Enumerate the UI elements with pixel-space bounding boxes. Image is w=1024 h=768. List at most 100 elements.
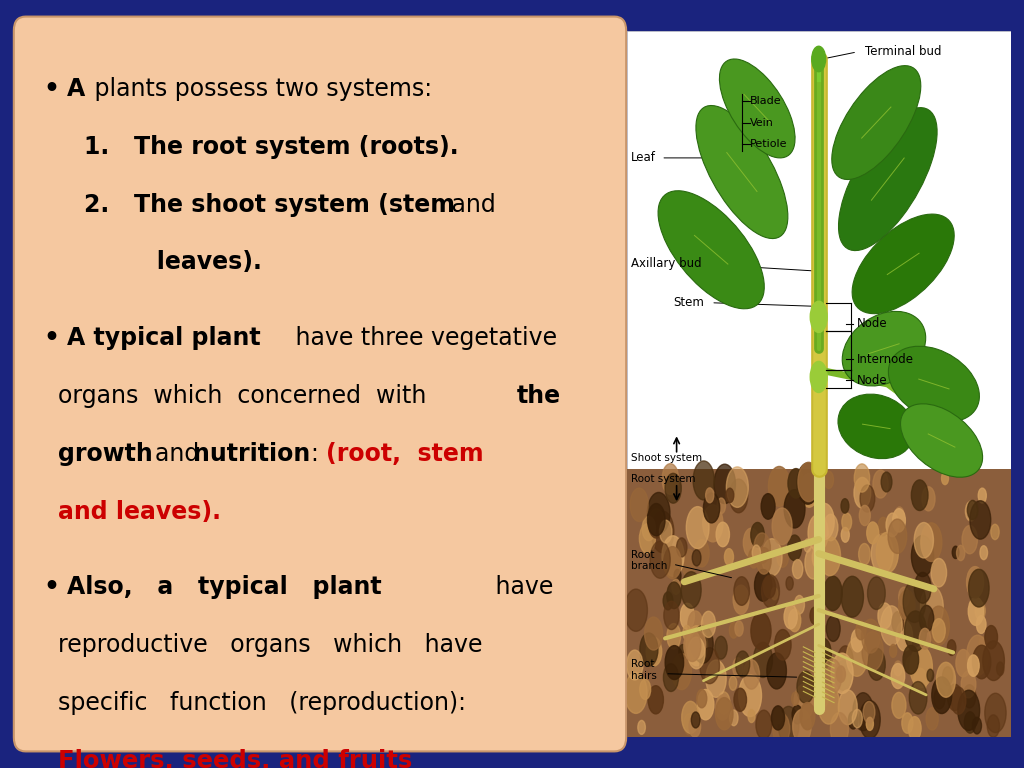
- Text: A: A: [67, 77, 85, 101]
- Circle shape: [823, 576, 842, 611]
- Text: Shoot system: Shoot system: [631, 453, 701, 463]
- Circle shape: [826, 616, 840, 641]
- Circle shape: [966, 502, 976, 521]
- Circle shape: [983, 641, 1005, 680]
- Circle shape: [815, 612, 823, 627]
- Circle shape: [797, 671, 814, 703]
- Circle shape: [933, 619, 945, 642]
- Circle shape: [968, 655, 979, 677]
- Circle shape: [863, 701, 874, 723]
- Circle shape: [768, 466, 791, 506]
- Text: •: •: [43, 326, 59, 349]
- Circle shape: [773, 713, 790, 745]
- Circle shape: [787, 535, 802, 561]
- Circle shape: [772, 508, 793, 545]
- Circle shape: [836, 660, 851, 690]
- Circle shape: [646, 637, 662, 666]
- Circle shape: [755, 569, 772, 601]
- Circle shape: [886, 513, 899, 537]
- Circle shape: [659, 520, 672, 543]
- Circle shape: [793, 710, 811, 743]
- Circle shape: [969, 569, 989, 607]
- Circle shape: [664, 664, 679, 691]
- Circle shape: [674, 569, 681, 582]
- Circle shape: [734, 688, 746, 711]
- Circle shape: [823, 515, 838, 541]
- Circle shape: [882, 472, 892, 492]
- Ellipse shape: [831, 65, 921, 180]
- Circle shape: [647, 504, 665, 536]
- Circle shape: [672, 579, 680, 594]
- Circle shape: [890, 644, 897, 657]
- Circle shape: [830, 713, 849, 746]
- Text: •: •: [43, 77, 59, 101]
- Circle shape: [928, 606, 949, 645]
- Circle shape: [784, 490, 805, 528]
- Circle shape: [860, 485, 874, 512]
- Circle shape: [749, 548, 759, 568]
- Circle shape: [823, 659, 842, 694]
- Circle shape: [879, 518, 888, 536]
- Circle shape: [693, 461, 715, 500]
- Circle shape: [733, 585, 749, 614]
- Circle shape: [681, 571, 701, 608]
- Circle shape: [706, 660, 726, 697]
- Text: Internode: Internode: [857, 353, 914, 366]
- Circle shape: [682, 701, 699, 733]
- Circle shape: [866, 717, 873, 730]
- Circle shape: [814, 684, 820, 695]
- Circle shape: [893, 508, 905, 532]
- Circle shape: [761, 494, 775, 519]
- Circle shape: [980, 546, 987, 560]
- Circle shape: [922, 487, 935, 511]
- Circle shape: [861, 619, 880, 653]
- Circle shape: [726, 488, 734, 502]
- Circle shape: [854, 478, 870, 508]
- Circle shape: [812, 546, 825, 569]
- Circle shape: [787, 468, 804, 498]
- Text: specific   function   (reproduction):: specific function (reproduction):: [58, 690, 466, 715]
- Text: Blade: Blade: [750, 96, 781, 107]
- Circle shape: [973, 717, 981, 734]
- Circle shape: [985, 625, 997, 649]
- Circle shape: [888, 519, 906, 554]
- Circle shape: [808, 515, 828, 551]
- Circle shape: [771, 588, 778, 600]
- Circle shape: [690, 631, 706, 659]
- Circle shape: [866, 522, 879, 544]
- Circle shape: [688, 611, 702, 638]
- Circle shape: [679, 644, 686, 659]
- Circle shape: [965, 712, 976, 733]
- Ellipse shape: [852, 214, 954, 313]
- Circle shape: [804, 539, 811, 552]
- Circle shape: [630, 488, 648, 521]
- Circle shape: [936, 662, 955, 697]
- Circle shape: [956, 545, 965, 561]
- Ellipse shape: [658, 190, 764, 309]
- Circle shape: [899, 590, 915, 621]
- Circle shape: [859, 505, 870, 525]
- Circle shape: [951, 687, 966, 714]
- Circle shape: [921, 523, 942, 561]
- Text: Node: Node: [857, 374, 888, 387]
- Circle shape: [686, 626, 708, 666]
- Circle shape: [738, 674, 762, 717]
- Circle shape: [805, 547, 822, 579]
- Circle shape: [716, 697, 733, 730]
- Circle shape: [793, 705, 802, 724]
- Circle shape: [903, 645, 919, 674]
- Circle shape: [672, 654, 691, 690]
- Circle shape: [800, 703, 815, 730]
- Circle shape: [957, 690, 980, 730]
- Circle shape: [648, 686, 664, 714]
- Circle shape: [847, 637, 867, 677]
- Circle shape: [967, 635, 988, 675]
- Circle shape: [716, 695, 729, 720]
- Circle shape: [650, 541, 671, 578]
- Ellipse shape: [889, 346, 979, 422]
- Circle shape: [970, 501, 991, 539]
- Circle shape: [680, 604, 694, 629]
- Circle shape: [697, 690, 714, 720]
- Circle shape: [717, 498, 726, 514]
- Circle shape: [838, 646, 853, 674]
